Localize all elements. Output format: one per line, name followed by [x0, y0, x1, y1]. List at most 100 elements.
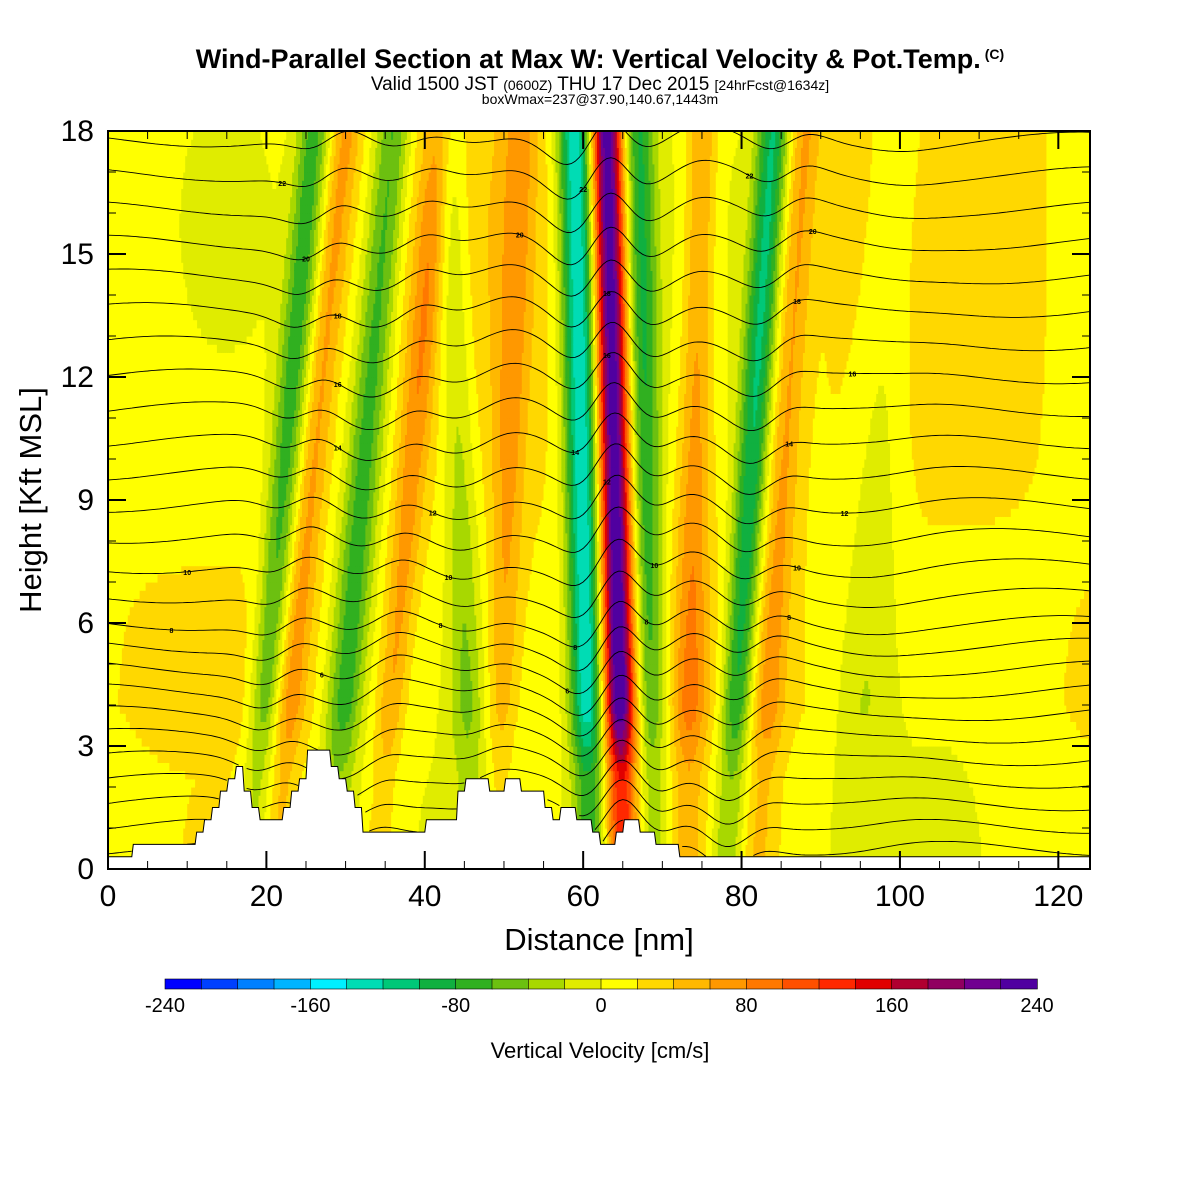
velocity-cell — [141, 131, 145, 140]
velocity-cell — [139, 401, 143, 411]
velocity-cell — [129, 532, 133, 542]
velocity-cell — [129, 204, 133, 214]
velocity-cell — [111, 516, 115, 526]
velocity-cell — [115, 737, 119, 747]
velocity-cell — [147, 467, 151, 476]
velocity-cell — [129, 754, 133, 763]
velocity-cell — [125, 713, 129, 722]
velocity-cell — [121, 721, 125, 731]
velocity-cell — [108, 163, 111, 173]
velocity-cell — [123, 532, 127, 542]
velocity-cell — [123, 426, 127, 435]
velocity-cell — [125, 639, 129, 649]
velocity-cell — [111, 762, 115, 772]
velocity-cell — [117, 409, 121, 419]
velocity-cell — [119, 582, 123, 591]
velocity-cell — [108, 418, 111, 427]
velocity-cell — [145, 278, 149, 288]
velocity-cell — [145, 582, 149, 591]
velocity-cell — [109, 327, 113, 337]
velocity-cell — [135, 344, 139, 353]
velocity-cell — [121, 352, 125, 362]
velocity-cell — [119, 147, 123, 157]
velocity-cell — [147, 811, 151, 821]
velocity-cell — [109, 147, 113, 157]
velocity-cell — [119, 303, 123, 312]
velocity-cell — [121, 295, 125, 304]
velocity-cell — [108, 819, 111, 829]
velocity-cell — [119, 475, 123, 485]
velocity-cell — [129, 295, 133, 304]
velocity-cell — [147, 524, 151, 534]
velocity-cell — [131, 778, 135, 788]
velocity-cell — [113, 229, 117, 239]
velocity-cell — [143, 614, 147, 624]
velocity-cell — [147, 295, 151, 304]
velocity-cell — [139, 245, 143, 255]
velocity-cell — [129, 221, 133, 230]
velocity-cell — [145, 770, 149, 780]
velocity-cell — [117, 614, 121, 624]
velocity-cell — [117, 787, 121, 796]
velocity-cell — [127, 286, 131, 296]
velocity-cell — [108, 606, 111, 616]
velocity-cell — [135, 213, 139, 222]
velocity-cell — [143, 811, 147, 821]
velocity-cell — [137, 180, 141, 189]
velocity-cell — [123, 180, 127, 189]
velocity-cell — [123, 508, 127, 517]
velocity-cell — [125, 278, 129, 288]
velocity-cell — [143, 368, 147, 378]
velocity-cell — [139, 254, 143, 263]
velocity-cell — [133, 787, 137, 796]
velocity-cell — [129, 360, 133, 370]
velocity-cell — [127, 344, 131, 353]
velocity-cell — [109, 557, 113, 567]
velocity-cell — [131, 459, 135, 468]
velocity-cell — [147, 229, 151, 239]
velocity-cell — [147, 770, 151, 780]
velocity-cell — [147, 221, 151, 230]
velocity-cell — [109, 459, 113, 468]
velocity-cell — [123, 254, 127, 263]
velocity-cell — [137, 245, 141, 255]
velocity-cell — [139, 532, 143, 542]
velocity-cell — [119, 811, 123, 821]
velocity-cell — [121, 377, 125, 386]
velocity-cell — [131, 311, 135, 321]
velocity-cell — [137, 541, 141, 550]
velocity-cell — [147, 409, 151, 419]
velocity-cell — [141, 606, 145, 616]
velocity-cell — [139, 426, 143, 435]
velocity-cell — [115, 172, 119, 181]
velocity-cell — [125, 500, 129, 509]
velocity-cell — [145, 565, 149, 575]
velocity-cell — [145, 172, 149, 181]
velocity-cell — [131, 508, 135, 517]
velocity-cell — [109, 582, 113, 591]
velocity-cell — [131, 549, 135, 558]
velocity-cell — [143, 623, 147, 632]
velocity-cell — [125, 705, 129, 714]
velocity-cell — [141, 409, 145, 419]
velocity-cell — [139, 221, 143, 230]
velocity-cell — [127, 319, 131, 329]
velocity-cell — [108, 270, 111, 280]
velocity-cell — [141, 696, 145, 706]
velocity-cell — [123, 155, 127, 165]
velocity-cell — [113, 795, 117, 804]
velocity-cell — [127, 754, 131, 763]
velocity-cell — [129, 778, 133, 788]
velocity-cell — [121, 836, 125, 845]
velocity-cell — [145, 426, 149, 435]
velocity-cell — [147, 623, 151, 632]
velocity-cell — [143, 787, 147, 796]
velocity-cell — [129, 836, 133, 845]
velocity-cell — [115, 426, 119, 435]
velocity-cell — [108, 221, 111, 230]
velocity-cell — [143, 336, 147, 345]
velocity-cell — [129, 787, 133, 796]
velocity-cell — [108, 844, 111, 854]
velocity-cell — [137, 401, 141, 411]
velocity-cell — [119, 180, 123, 189]
